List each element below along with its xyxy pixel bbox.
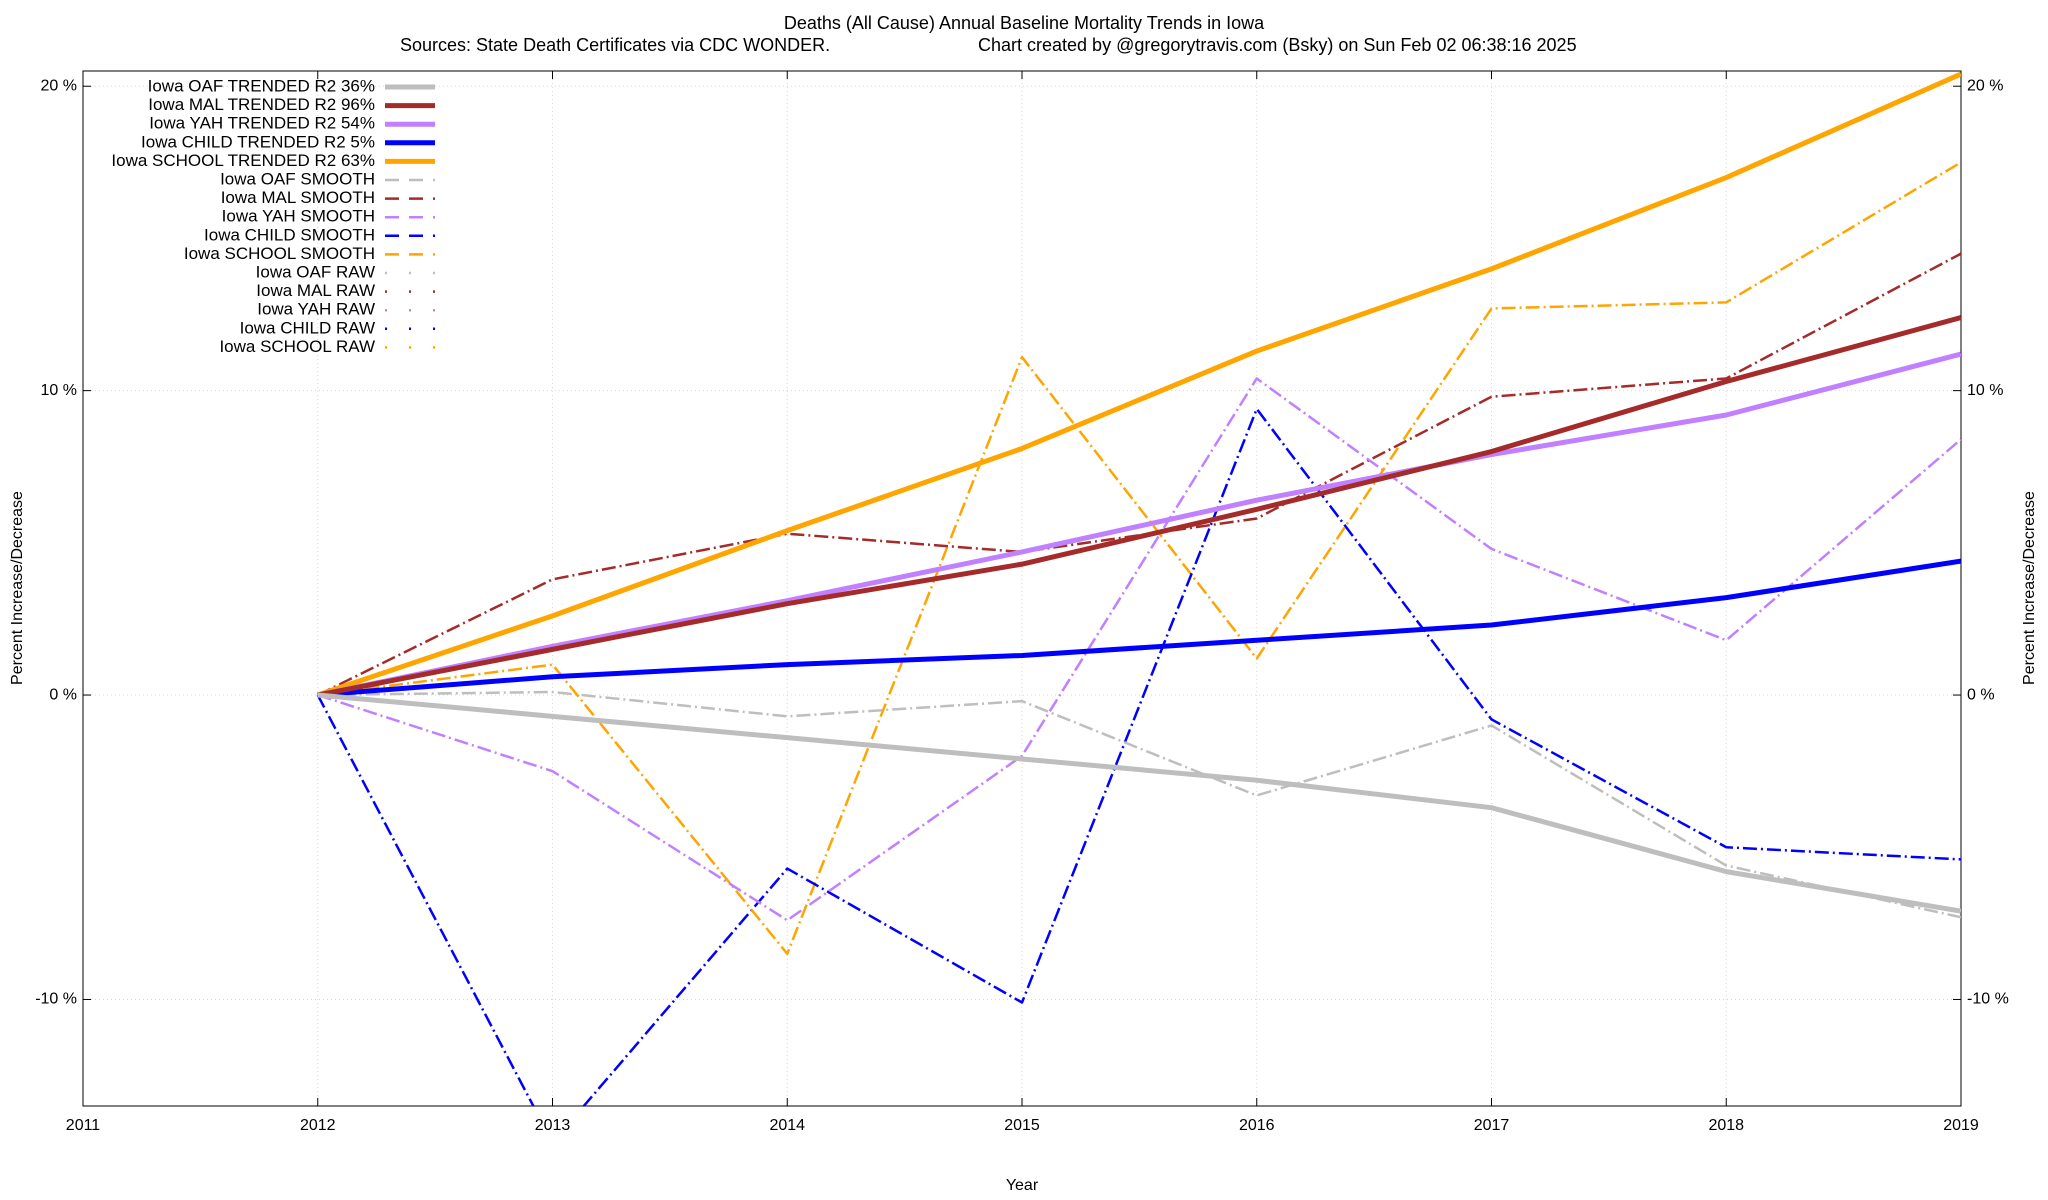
plot-area	[316, 71, 1961, 1106]
legend-label: Iowa SCHOOL TRENDED R2 63%	[111, 151, 375, 170]
y2-axis-label: Percent Increase/Decrease	[2021, 491, 2038, 685]
legend-label: Iowa OAF TRENDED R2 36%	[148, 76, 375, 95]
series-line	[317, 252, 1961, 697]
x-tick-label: 2015	[1004, 1117, 1040, 1134]
x-tick-label: 2018	[1708, 1117, 1744, 1134]
chart-title: Deaths (All Cause) Annual Baseline Morta…	[784, 13, 1265, 33]
legend-label: Iowa MAL RAW	[256, 281, 375, 300]
y-tick-label: -10 %	[35, 991, 77, 1008]
series-line	[317, 692, 1961, 914]
series-line	[317, 161, 1961, 956]
legend-label: Iowa CHILD SMOOTH	[204, 225, 375, 244]
series-line	[317, 690, 1961, 919]
y-tick-label: 10 %	[41, 382, 77, 399]
series-line	[317, 351, 1961, 698]
series-line	[317, 690, 1961, 919]
series-line	[316, 407, 1961, 1106]
legend-label: Iowa YAH TRENDED R2 54%	[149, 114, 375, 133]
series-line	[317, 161, 1961, 956]
y-tick-label: 20 %	[41, 77, 77, 94]
legend-label: Iowa YAH SMOOTH	[222, 207, 375, 226]
legend-label: Iowa CHILD TRENDED R2 5%	[141, 132, 375, 151]
legend-label: Iowa OAF SMOOTH	[220, 169, 375, 188]
y2-tick-label: -10 %	[1967, 991, 2009, 1008]
legend-label: Iowa SCHOOL SMOOTH	[184, 244, 375, 263]
series-line	[317, 252, 1961, 697]
legend-label: Iowa CHILD RAW	[240, 318, 375, 337]
legend-label: Iowa MAL TRENDED R2 96%	[148, 95, 375, 114]
series-line	[316, 407, 1961, 1106]
chart-subtitle: Sources: State Death Certificates via CD…	[400, 35, 830, 55]
x-axis-label: Year	[1006, 1177, 1039, 1194]
x-tick-label: 2011	[66, 1117, 101, 1134]
legend-label: Iowa MAL SMOOTH	[221, 188, 375, 207]
series-line	[317, 558, 1961, 698]
series-line	[317, 377, 1961, 922]
chart-credit: Chart created by @gregorytravis.com (Bsk…	[978, 35, 1577, 55]
x-tick-label: 2014	[769, 1117, 805, 1134]
x-tick-label: 2013	[535, 1117, 571, 1134]
x-tick-label: 2017	[1474, 1117, 1510, 1134]
y2-tick-label: 0 %	[1967, 686, 1995, 703]
y2-tick-label: 10 %	[1967, 382, 2003, 399]
series-line	[317, 315, 1961, 698]
y2-tick-label: 20 %	[1967, 77, 2003, 94]
x-tick-label: 2016	[1239, 1117, 1275, 1134]
x-tick-label: 2012	[300, 1117, 336, 1134]
series-line	[316, 71, 1961, 698]
legend-label: Iowa YAH RAW	[257, 300, 375, 319]
plot-frame	[82, 70, 1962, 1107]
x-tick-label: 2019	[1943, 1117, 1979, 1134]
legend-label: Iowa OAF RAW	[256, 262, 375, 281]
legend-label: Iowa SCHOOL RAW	[219, 337, 375, 356]
y-axis-label: Percent Increase/Decrease	[9, 491, 26, 685]
y-tick-label: 0 %	[49, 686, 77, 703]
